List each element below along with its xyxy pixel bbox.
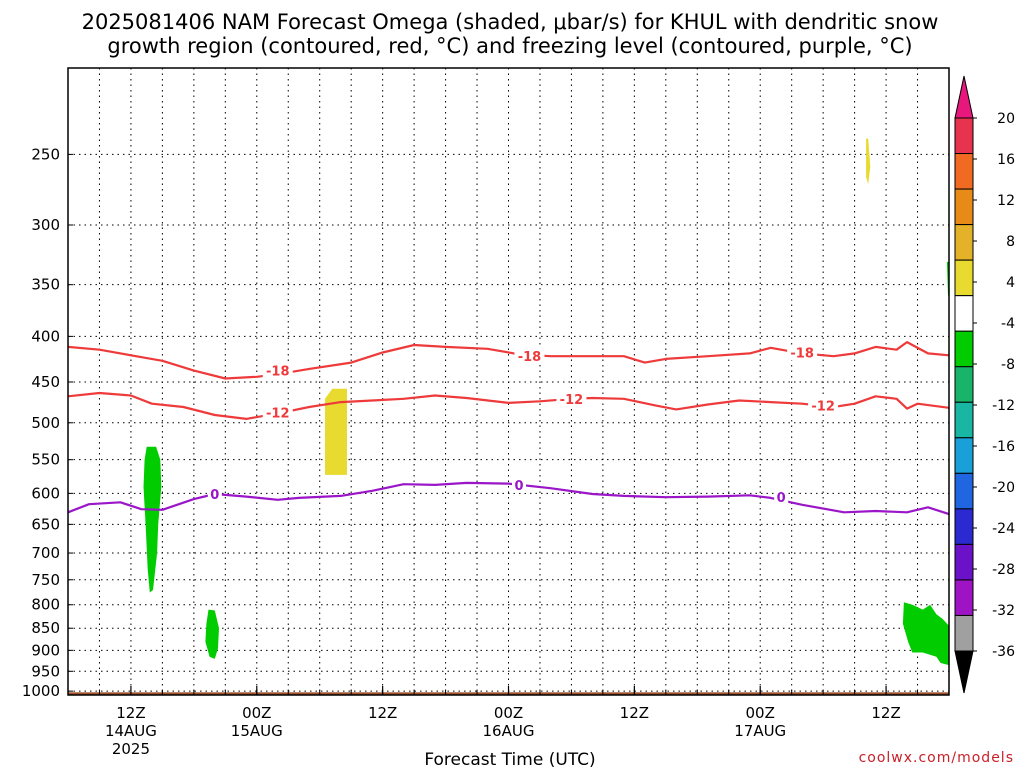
contour-label: -18 — [790, 346, 814, 361]
colorbar-swatch — [954, 153, 974, 190]
contour-label-bg — [808, 397, 839, 414]
colorbar-label: -20 — [992, 480, 1015, 496]
x-tick-label: 12Z — [620, 704, 649, 722]
contour-label-bg — [787, 344, 818, 361]
colorbar-swatch — [954, 117, 974, 155]
contour-label: 0 — [210, 488, 219, 503]
colorbar-bottom-arrow — [954, 650, 974, 694]
colorbar-swatch — [954, 437, 974, 474]
chart-title-line-1: 2025081406 NAM Forecast Omega (shaded, μ… — [82, 10, 939, 34]
contour-label: -18 — [518, 350, 542, 365]
x-tick-date-label: 17AUG — [734, 722, 786, 740]
contour-label: -18 — [266, 365, 290, 380]
y-tick-label: 500 — [31, 414, 60, 432]
y-tick-label: 350 — [31, 276, 60, 294]
contour-label-bg — [774, 489, 789, 506]
omega-shaded-region — [866, 138, 871, 185]
colorbar-swatch — [954, 401, 974, 439]
colorbar-label: -36 — [992, 644, 1015, 660]
grid — [68, 68, 949, 695]
contour-label-bg — [511, 476, 526, 493]
colorbar-swatch — [954, 508, 974, 545]
colorbar-label: 4 — [1006, 275, 1015, 291]
x-tick-label: 12Z — [368, 704, 397, 722]
x-tick-year-label: 2025 — [112, 740, 150, 758]
contour-label: -12 — [560, 393, 584, 408]
colorbar-swatch — [954, 295, 974, 332]
colorbar-swatch — [954, 259, 974, 297]
colorbar-swatch — [954, 188, 974, 226]
x-tick-label: 00Z — [494, 704, 523, 722]
y-tick-label: 700 — [31, 544, 60, 562]
chart-title-line-2: growth region (contoured, red, °C) and f… — [107, 34, 912, 58]
contour-label-bg — [262, 404, 293, 421]
colorbar-swatch — [954, 543, 974, 581]
y-tick-label: 950 — [31, 662, 60, 680]
x-tick-date-label: 15AUG — [231, 722, 283, 740]
contour-label-bg — [556, 390, 587, 407]
colorbar-label: -28 — [992, 562, 1015, 578]
colorbar-label: -12 — [992, 398, 1015, 414]
colorbar-label: 12 — [997, 193, 1015, 209]
contour-line--18 — [67, 341, 950, 380]
omega-shaded-region — [205, 609, 219, 659]
omega-shaded-region — [902, 602, 949, 666]
colorbar-label: -32 — [992, 603, 1015, 619]
y-tick-label: 600 — [31, 484, 60, 502]
contour-label-bg — [514, 348, 545, 365]
contour-label: -12 — [266, 407, 290, 422]
colorbar-swatch — [954, 366, 974, 403]
colorbar-label: -24 — [992, 521, 1015, 537]
colorbar-swatch — [954, 472, 974, 510]
contour-label: -12 — [811, 399, 835, 414]
x-tick-label: 12Z — [116, 704, 145, 722]
x-axis-title: Forecast Time (UTC) — [424, 750, 595, 768]
y-tick-label: 850 — [31, 619, 60, 637]
plot-area: -18 -18 -18 -12 -12 -12 0 0 0 — [67, 67, 950, 696]
colorbar-label: -4 — [1001, 316, 1015, 332]
y-tick-label: 750 — [31, 571, 60, 589]
colorbar-swatch — [954, 330, 974, 368]
y-tick-label: 400 — [31, 327, 60, 345]
y-tick-label: 250 — [31, 145, 60, 163]
contour-line-0 — [67, 481, 950, 516]
y-tick-label: 800 — [31, 596, 60, 614]
x-tick-label: 00Z — [746, 704, 775, 722]
contour-label: 0 — [777, 491, 786, 506]
colorbar-top-arrow — [954, 75, 974, 119]
y-tick-label: 450 — [31, 373, 60, 391]
omega-shading — [143, 138, 949, 666]
colorbar-label: -16 — [992, 439, 1015, 455]
y-tick-label: 1000 — [22, 682, 60, 700]
x-tick-date-label: 14AUG — [105, 722, 157, 740]
y-tick-label: 900 — [31, 641, 60, 659]
colorbar-label: 8 — [1006, 234, 1015, 250]
y-tick-label: 300 — [31, 216, 60, 234]
colorbar-swatch — [954, 614, 974, 652]
colorbar: 20 16 12 8 4 -4 -8 -12 -16 -20 -24 -28 -32 -36 — [954, 75, 1015, 694]
x-tick-label: 12Z — [871, 704, 900, 722]
contour-label-bg — [262, 362, 293, 379]
y-tick-label: 650 — [31, 515, 60, 533]
omega-shaded-region — [325, 388, 347, 475]
colorbar-swatch — [954, 224, 974, 261]
colorbar-swatch — [954, 579, 974, 616]
colorbar-label: 16 — [997, 152, 1015, 168]
contour-line--12 — [67, 391, 950, 420]
contour-label: 0 — [514, 479, 523, 494]
colorbar-label: 20 — [997, 111, 1015, 127]
y-tick-label: 550 — [31, 451, 60, 469]
x-tick-date-label: 16AUG — [483, 722, 535, 740]
x-tick-label: 00Z — [242, 704, 271, 722]
credit-text: coolwx.com/models — [859, 750, 1014, 766]
y-axis: 250 300 350 400 450 500 550 600 650 700 750 800 850 9… — [22, 145, 73, 700]
omega-shaded-region — [143, 446, 162, 593]
contour-label-bg — [207, 486, 222, 503]
contours: -18 -18 -18 -12 -12 -12 0 0 0 — [67, 341, 950, 516]
colorbar-label: -8 — [1001, 357, 1015, 373]
